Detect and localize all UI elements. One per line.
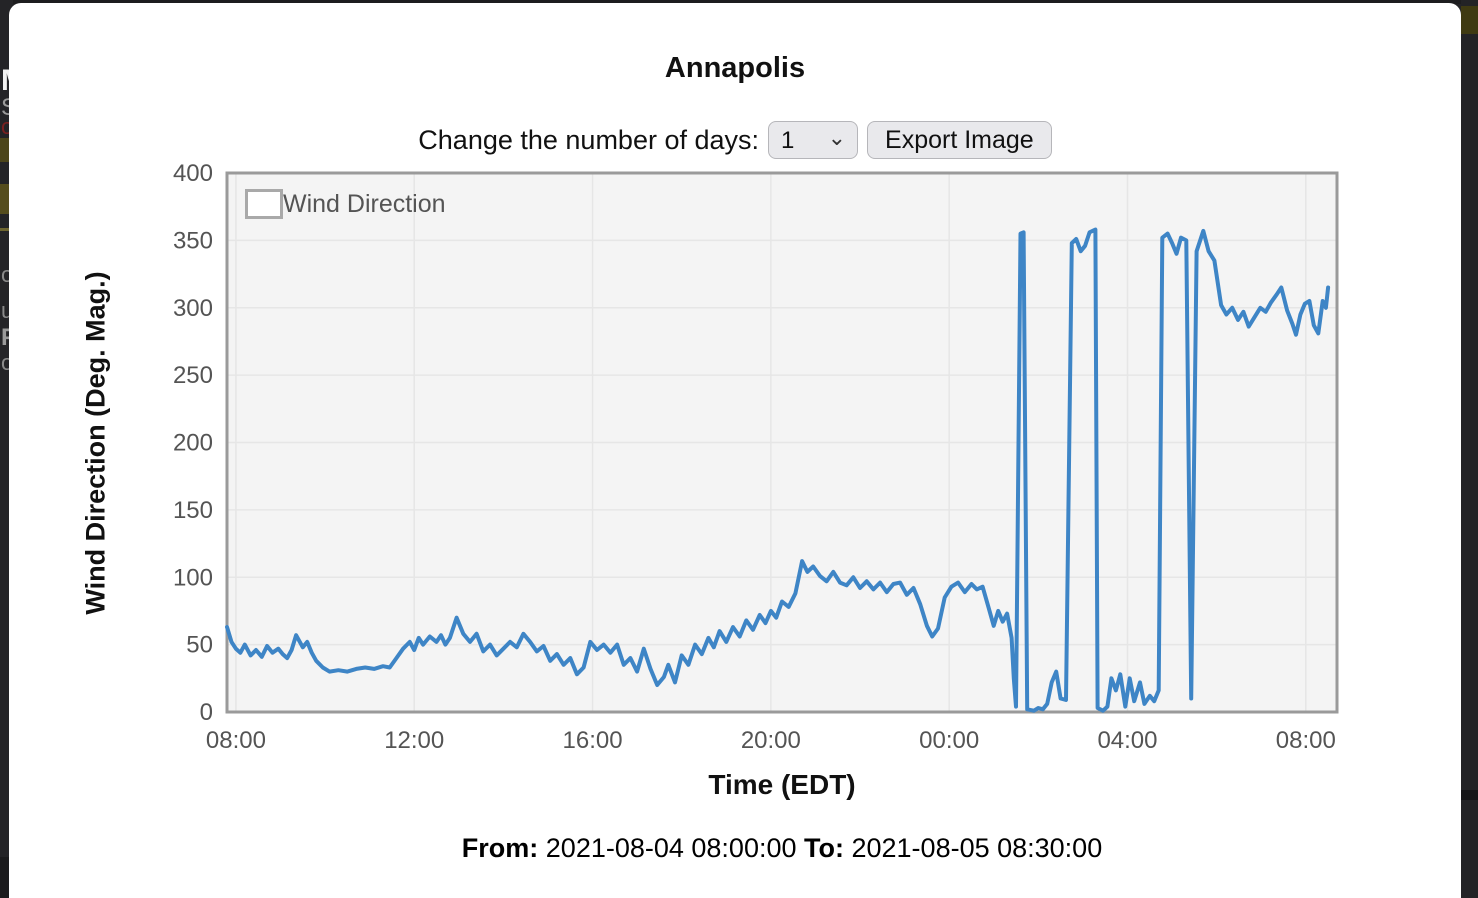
x-tick-label: 20:00 [741, 727, 801, 754]
y-tick-label: 200 [173, 430, 213, 457]
y-tick-label: 150 [173, 497, 213, 524]
x-tick-label: 08:00 [206, 727, 266, 754]
to-label: To: [804, 833, 844, 863]
days-label: Change the number of days: [418, 124, 760, 155]
controls-row: Change the number of days: 1 ⌄ Export Im… [9, 119, 1461, 161]
plot-frame [225, 171, 1339, 714]
page-background-right [1461, 0, 1478, 898]
x-axis-title: Time (EDT) [708, 769, 856, 800]
date-range-caption: From: 2021-08-04 08:00:00 To: 2021-08-05… [462, 833, 1102, 864]
y-tick-label: 250 [173, 362, 213, 389]
x-tick-label: 16:00 [563, 727, 623, 754]
background-glimpse [1461, 790, 1478, 800]
days-select[interactable]: 1 [768, 121, 859, 159]
legend-swatch [245, 189, 283, 219]
x-tick-label: 12:00 [384, 727, 444, 754]
export-image-button[interactable]: Export Image [867, 121, 1052, 159]
y-tick-label: 100 [173, 564, 213, 591]
wind-direction-chart: 0 50 100 150 200 250 300 350 400 08:00 12:00 16:00 2… [173, 163, 1339, 754]
x-tick-label: 00:00 [919, 727, 979, 754]
days-select-wrap: 1 ⌄ [768, 121, 859, 159]
chart-legend: Wind Direction [245, 189, 446, 219]
y-tick-label: 0 [200, 699, 213, 726]
x-tick-label: 08:00 [1276, 727, 1336, 754]
y-tick-label: 350 [173, 227, 213, 254]
legend-label: Wind Direction [283, 189, 446, 218]
to-value: 2021-08-05 08:30:00 [843, 833, 1103, 863]
y-tick-label: 50 [186, 632, 213, 659]
series-line-wind-direction [225, 227, 1331, 713]
from-label: From: [461, 833, 539, 863]
y-tick-label: 300 [173, 295, 213, 322]
background-glimpse [1461, 6, 1478, 34]
page-title: Annapolis [664, 52, 806, 84]
chart-modal: Annapolis Change the number of days: 1 ⌄… [9, 3, 1461, 898]
from-value: 2021-08-04 08:00:00 [538, 833, 805, 863]
background-glimpse [0, 228, 13, 231]
y-axis-title: Wind Direction (Deg. Mag.) [80, 271, 111, 615]
x-tick-label: 04:00 [1097, 727, 1157, 754]
y-tick-label: 400 [173, 163, 213, 187]
page-background-top [0, 0, 1478, 4]
